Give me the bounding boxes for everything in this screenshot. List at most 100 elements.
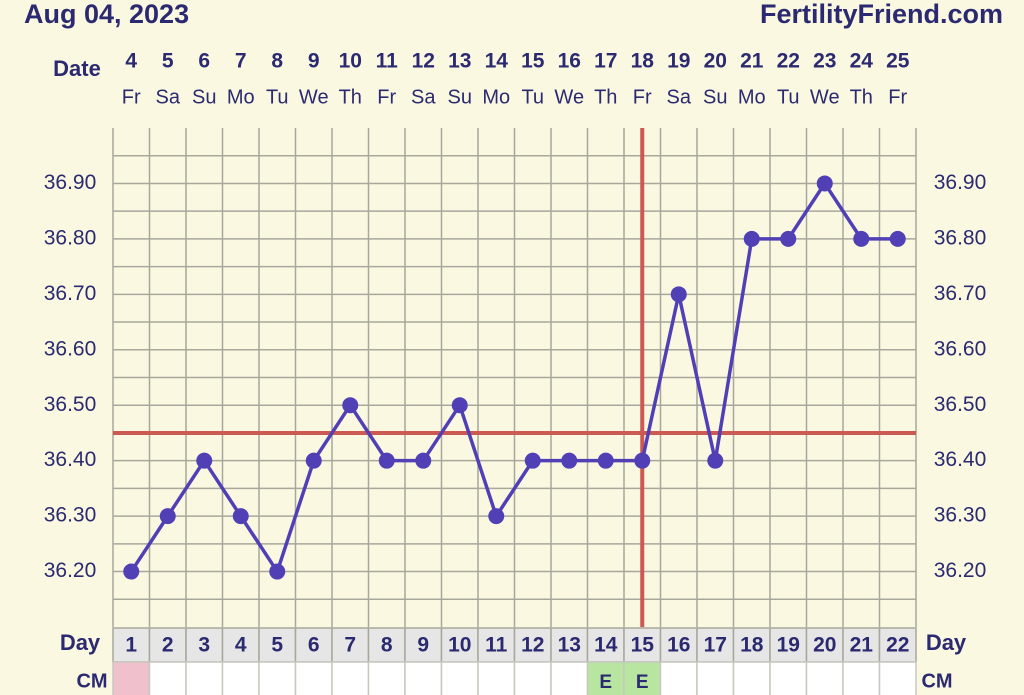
date-number: 23 bbox=[813, 50, 836, 73]
temperature-point bbox=[123, 563, 140, 580]
temperature-point bbox=[707, 452, 724, 469]
weekday: Su bbox=[448, 86, 472, 108]
temperature-point bbox=[780, 230, 797, 247]
date-number: 13 bbox=[448, 50, 471, 73]
weekday: Tu bbox=[266, 86, 289, 108]
temperature-point bbox=[378, 452, 395, 469]
cm-cell bbox=[185, 661, 224, 695]
day-number: 6 bbox=[308, 634, 320, 657]
cm-cell bbox=[696, 661, 735, 695]
date-number: 4 bbox=[125, 50, 137, 73]
y-tick-label: 36.80 bbox=[934, 226, 987, 249]
day-number: 12 bbox=[521, 634, 544, 657]
temperature-point bbox=[415, 452, 432, 469]
temperature-point bbox=[743, 230, 760, 247]
y-tick-label: 36.20 bbox=[44, 559, 97, 582]
y-tick-label: 36.30 bbox=[934, 504, 987, 527]
cm-label: CM bbox=[921, 670, 952, 692]
day-cell bbox=[732, 627, 771, 663]
temperature-point bbox=[889, 230, 906, 247]
day-cell bbox=[185, 627, 224, 663]
day-number: 17 bbox=[704, 634, 727, 657]
cm-cell bbox=[842, 661, 881, 695]
y-tick-label: 36.90 bbox=[44, 171, 97, 194]
temperature-point bbox=[597, 452, 614, 469]
day-cell bbox=[112, 627, 151, 663]
cm-cell bbox=[331, 661, 370, 695]
day-cell bbox=[550, 627, 589, 663]
day-number: 16 bbox=[667, 634, 690, 657]
cm-cell bbox=[367, 661, 406, 695]
day-number: 5 bbox=[271, 634, 283, 657]
cm-cell bbox=[477, 661, 516, 695]
cm-cell bbox=[550, 661, 589, 695]
date-number: 22 bbox=[777, 50, 800, 73]
temperature-point bbox=[561, 452, 578, 469]
date-number: 15 bbox=[521, 50, 545, 73]
weekday: Mo bbox=[738, 86, 766, 108]
cm-cell bbox=[659, 661, 698, 695]
weekday: Fr bbox=[122, 86, 141, 108]
date-number: 9 bbox=[308, 50, 320, 73]
day-cell bbox=[440, 627, 479, 663]
cm-cell bbox=[623, 661, 662, 695]
y-tick-label: 36.60 bbox=[934, 337, 987, 360]
day-number: 10 bbox=[448, 634, 471, 657]
y-tick-label: 36.50 bbox=[44, 393, 97, 416]
weekday: Tu bbox=[521, 86, 544, 108]
y-tick-label: 36.40 bbox=[934, 448, 987, 471]
chart-title: Aug 04, 2023 bbox=[24, 0, 189, 29]
date-number: 5 bbox=[162, 50, 174, 73]
day-number: 20 bbox=[813, 634, 836, 657]
cm-cell bbox=[878, 661, 917, 695]
temperature-point bbox=[232, 508, 249, 525]
weekday: Mo bbox=[482, 86, 510, 108]
day-cell bbox=[148, 627, 187, 663]
date-number: 14 bbox=[485, 50, 509, 73]
date-number: 17 bbox=[594, 50, 617, 73]
temperature-point bbox=[634, 452, 651, 469]
date-number: 7 bbox=[235, 50, 247, 73]
day-number: 22 bbox=[886, 634, 909, 657]
cm-cell bbox=[805, 661, 844, 695]
temperature-point bbox=[305, 452, 322, 469]
day-label: Day bbox=[60, 630, 101, 655]
cm-cell bbox=[294, 661, 333, 695]
day-number: 3 bbox=[198, 634, 210, 657]
y-tick-label: 36.30 bbox=[44, 504, 97, 527]
date-number: 21 bbox=[740, 50, 764, 73]
day-number: 1 bbox=[125, 634, 137, 657]
date-number: 16 bbox=[558, 50, 581, 73]
weekday: Su bbox=[192, 86, 216, 108]
temperature-point bbox=[342, 397, 359, 414]
cm-cell bbox=[513, 661, 552, 695]
weekday: Sa bbox=[667, 86, 692, 108]
y-tick-label: 36.80 bbox=[44, 226, 97, 249]
cm-cell bbox=[586, 661, 625, 695]
y-tick-label: 36.70 bbox=[44, 282, 97, 305]
temperature-point bbox=[816, 175, 833, 192]
weekday: We bbox=[810, 86, 840, 108]
date-number: 25 bbox=[886, 50, 910, 73]
day-number: 21 bbox=[850, 634, 874, 657]
temperature-point bbox=[853, 230, 870, 247]
date-number: 20 bbox=[704, 50, 727, 73]
date-number: 10 bbox=[339, 50, 362, 73]
weekday: We bbox=[299, 86, 329, 108]
weekday: Tu bbox=[777, 86, 800, 108]
day-number: 19 bbox=[777, 634, 800, 657]
day-number: 2 bbox=[162, 634, 174, 657]
date-number: 6 bbox=[198, 50, 210, 73]
site-name: FertilityFriend.com bbox=[760, 0, 1003, 29]
temperature-point bbox=[488, 508, 505, 525]
cm-cell bbox=[769, 661, 808, 695]
day-number: 4 bbox=[235, 634, 247, 657]
cm-value: E bbox=[599, 672, 612, 693]
temperature-point bbox=[196, 452, 213, 469]
temperature-point bbox=[670, 286, 687, 303]
day-number: 7 bbox=[344, 634, 356, 657]
weekday: Th bbox=[594, 86, 617, 108]
y-tick-label: 36.90 bbox=[934, 171, 987, 194]
day-cell bbox=[404, 627, 443, 663]
